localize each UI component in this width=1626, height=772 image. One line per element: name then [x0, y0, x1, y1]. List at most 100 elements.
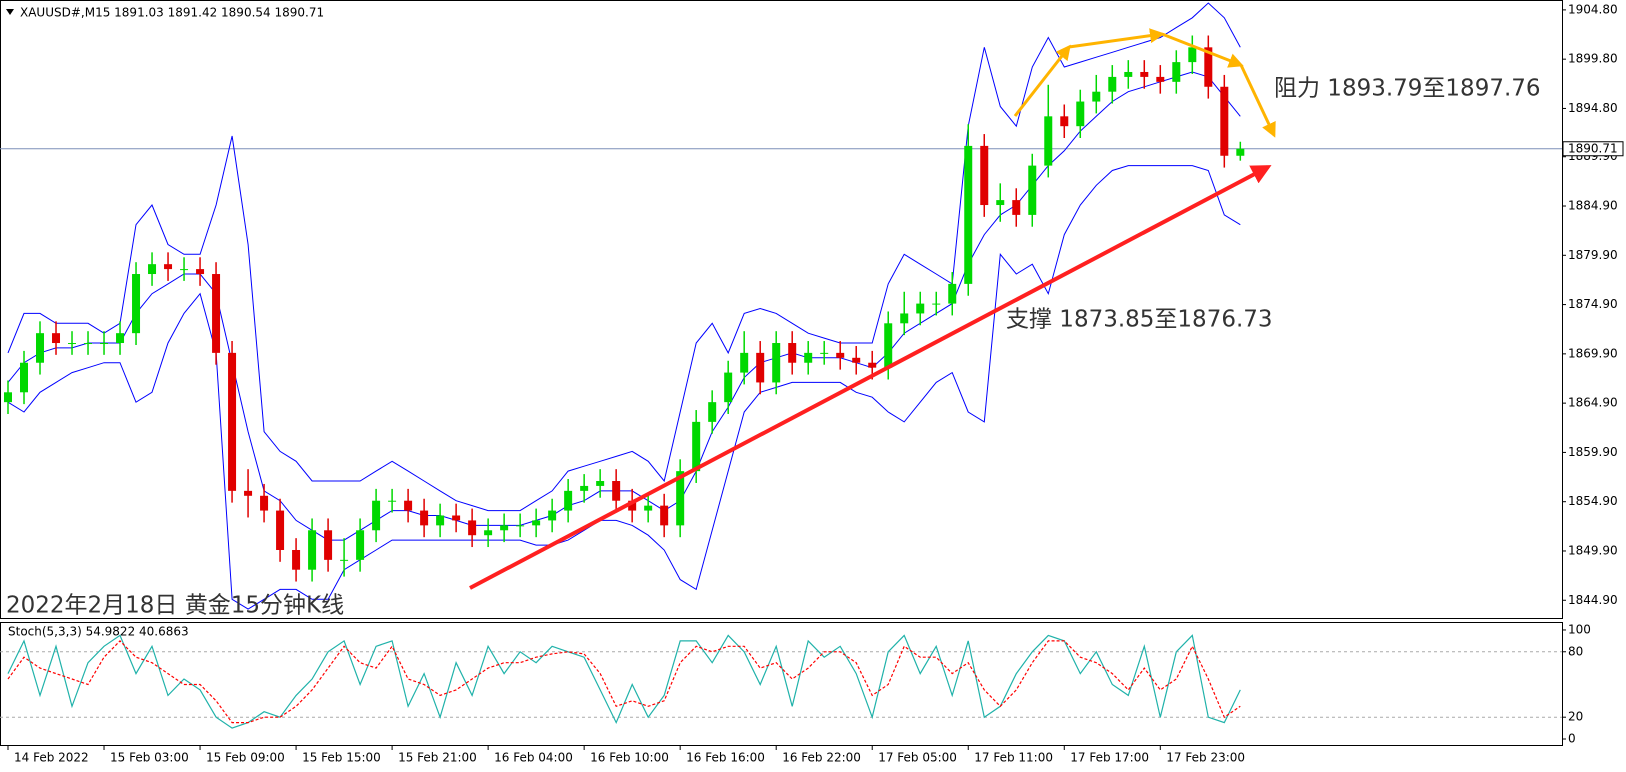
chart-caption: 2022年2月18日 黄金15分钟K线	[6, 593, 344, 619]
candle-body	[756, 352, 765, 383]
candle-body	[660, 505, 669, 526]
menu-triangle	[6, 9, 14, 15]
candle-body	[628, 500, 637, 511]
candle-body	[1204, 47, 1213, 87]
x-tick-label: 15 Feb 21:00	[398, 751, 477, 765]
candle-body	[548, 510, 557, 521]
candle-body	[116, 333, 125, 344]
price-label-box	[1562, 141, 1624, 157]
y-tick-label: 0	[1568, 732, 1576, 746]
x-tick-label: 16 Feb 22:00	[782, 751, 861, 765]
candle-body	[644, 505, 653, 511]
plot-layer	[0, 2, 1562, 729]
candle-body	[132, 274, 141, 334]
trend-line	[469, 165, 1272, 590]
candle-body	[884, 323, 893, 368]
candle-body	[452, 515, 461, 521]
candle-body	[1236, 148, 1245, 156]
candle-body	[676, 471, 685, 526]
candle-body	[404, 500, 413, 511]
x-tick-label: 16 Feb 16:00	[686, 751, 765, 765]
y-tick-label: 1864.90	[1568, 396, 1618, 410]
candle-body	[148, 264, 157, 275]
candle-body	[420, 510, 429, 526]
y-tick-label: 100	[1568, 622, 1591, 636]
candle-body	[932, 303, 941, 305]
candle-body	[868, 362, 877, 368]
candle-body	[580, 485, 589, 491]
candle-body	[948, 283, 957, 304]
candle-body	[1140, 71, 1149, 77]
stoch-title: Stoch(5,3,3) 54.9822 40.6863	[8, 625, 189, 639]
candle-body	[4, 392, 13, 403]
candle-body	[340, 559, 349, 561]
candle-body	[1156, 76, 1165, 82]
y-tick-label: 1854.90	[1568, 494, 1618, 508]
arrow	[1068, 28, 1165, 49]
candle-body	[52, 333, 61, 344]
candle-body	[372, 500, 381, 531]
candle-body	[500, 525, 509, 531]
band-upper	[7, 2, 1241, 512]
candle-body	[564, 490, 573, 511]
y-tick-label: 1894.80	[1568, 101, 1618, 115]
y-tick-label: 1849.90	[1568, 543, 1618, 557]
x-tick-label: 14 Feb 2022	[14, 751, 89, 765]
candle-body	[964, 145, 973, 284]
candle-body	[980, 145, 989, 206]
chart-header: XAUUSD#,M15 1891.03 1891.42 1890.54 1890…	[20, 6, 324, 20]
candle-body	[244, 490, 253, 496]
x-tick-label: 16 Feb 10:00	[590, 751, 669, 765]
y-tick-label: 1904.80	[1568, 2, 1618, 16]
candle-body	[1220, 86, 1229, 156]
candle-body	[852, 357, 861, 363]
candle-body	[180, 269, 189, 271]
candle-body	[708, 402, 717, 422]
y-tick-label: 1879.90	[1568, 248, 1618, 262]
x-tick-label: 15 Feb 03:00	[110, 751, 189, 765]
candle-body	[356, 530, 365, 560]
candle-body	[196, 269, 205, 275]
candle-body	[20, 362, 29, 393]
stoch-line	[7, 640, 1241, 724]
price-label: 1890.71	[1568, 141, 1618, 155]
candle-body	[324, 530, 333, 560]
arrow	[1013, 44, 1071, 117]
candle-body	[388, 500, 397, 502]
candle-body	[276, 510, 285, 550]
x-tick-label: 15 Feb 09:00	[206, 751, 285, 765]
y-tick-label: 1899.80	[1568, 52, 1618, 66]
candle-body	[228, 352, 237, 491]
candle-body	[820, 352, 829, 354]
y-tick-label: 80	[1568, 644, 1583, 658]
y-tick-label: 1844.90	[1568, 593, 1618, 607]
stoch-panel	[0, 622, 1563, 746]
y-tick-label: 1874.90	[1568, 297, 1618, 311]
candle-body	[612, 481, 621, 501]
candle-body	[84, 343, 93, 345]
candle-body	[724, 372, 733, 403]
candle-body	[900, 313, 909, 324]
candle-body	[212, 274, 221, 353]
x-tick-label: 17 Feb 23:00	[1166, 751, 1245, 765]
candle-body	[804, 352, 813, 363]
main-panel	[0, 0, 1563, 619]
candle-body	[308, 530, 317, 570]
x-tick-label: 17 Feb 05:00	[878, 751, 957, 765]
candle-body	[164, 264, 173, 270]
candle-body	[68, 343, 77, 345]
candle-body	[1028, 165, 1037, 215]
x-tick-label: 15 Feb 15:00	[302, 751, 381, 765]
candle-body	[36, 333, 45, 363]
candle-body	[996, 200, 1005, 206]
candle-body	[1092, 91, 1101, 102]
candle-body	[772, 343, 781, 383]
resistance-note: 阻力 1893.79至1897.76	[1274, 76, 1541, 102]
candle-body	[532, 520, 541, 526]
candle-body	[1188, 47, 1197, 63]
candle-body	[484, 530, 493, 536]
candle-body	[100, 343, 109, 345]
candle-body	[1044, 116, 1053, 166]
